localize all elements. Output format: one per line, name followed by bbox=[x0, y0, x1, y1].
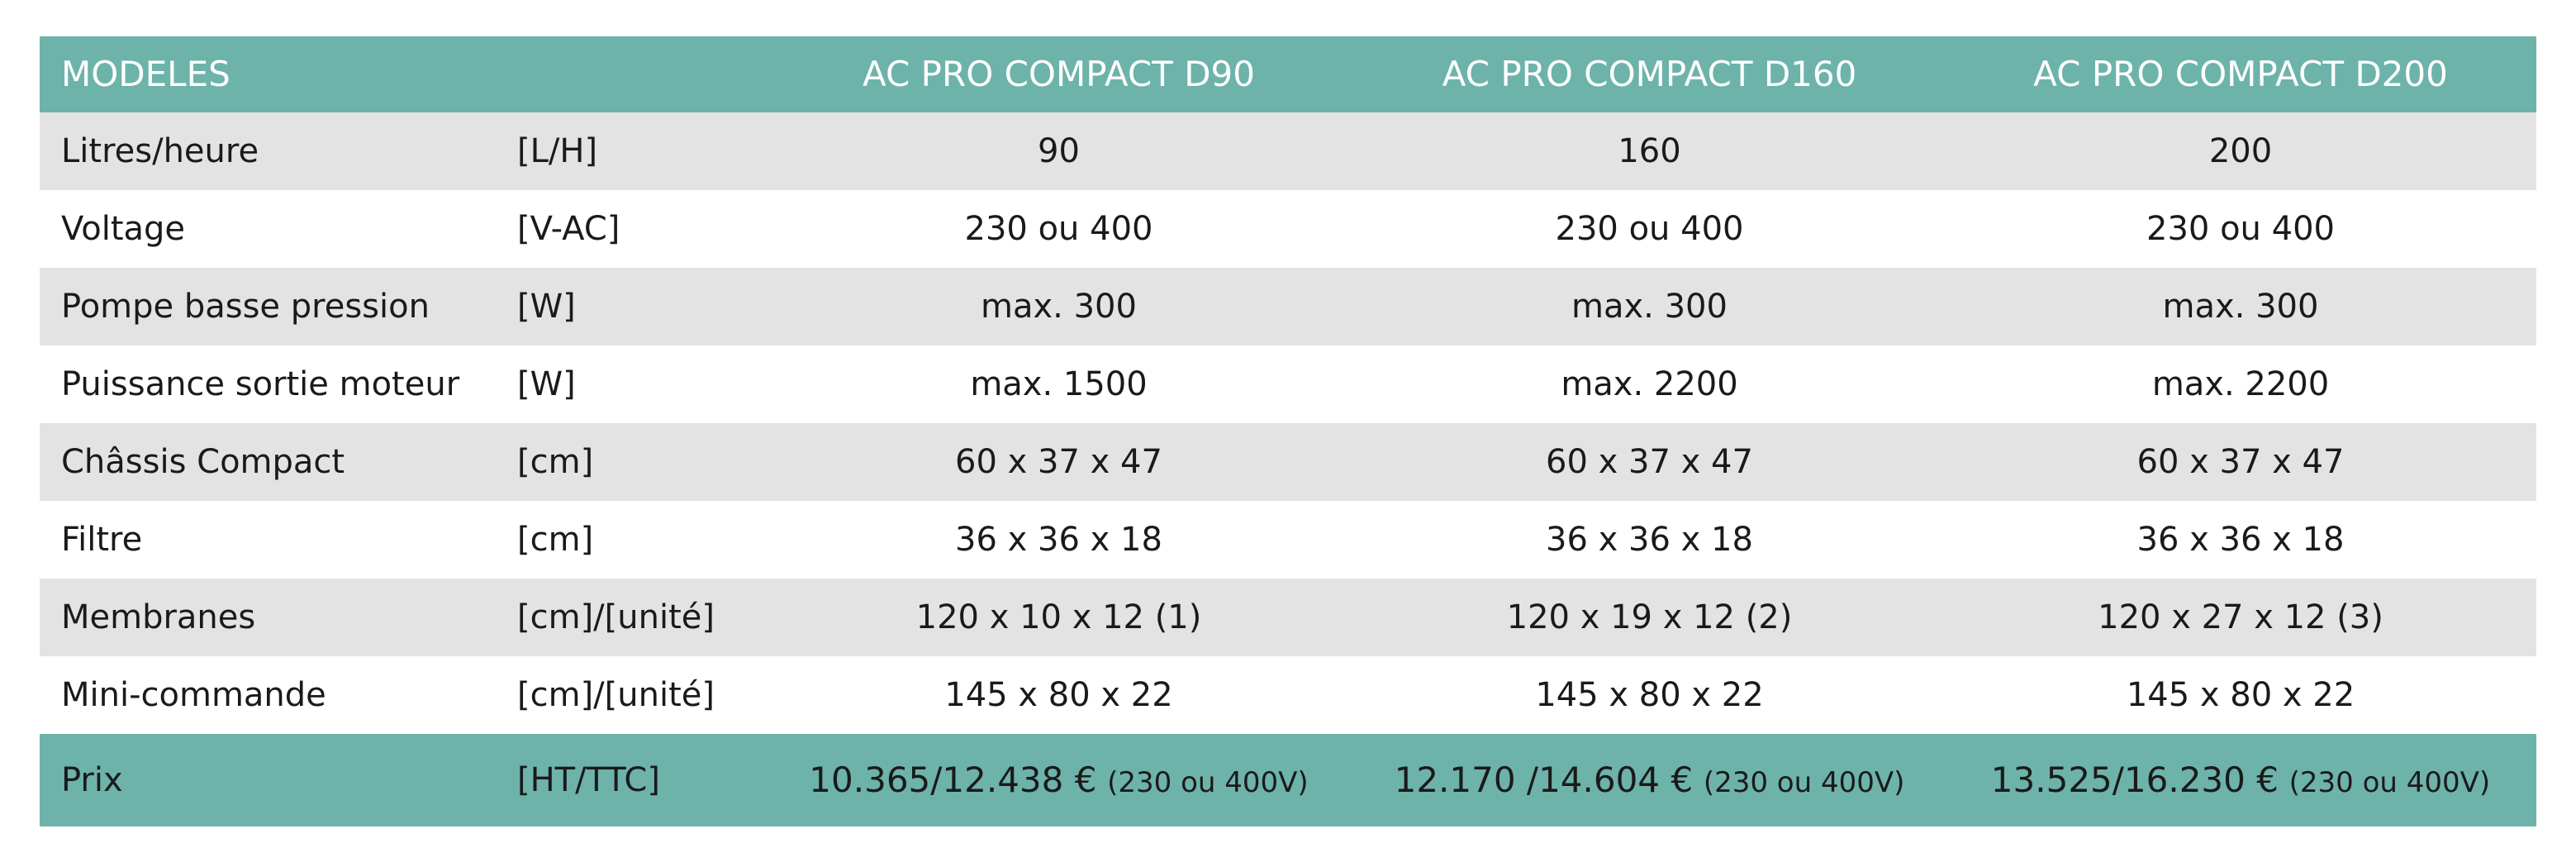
row-label: Châssis Compact bbox=[61, 443, 345, 481]
price-d90: 10.365/12.438 € (230 ou 400V) bbox=[763, 734, 1354, 827]
row-unit: [W] bbox=[517, 365, 576, 403]
row-unit: [cm] bbox=[517, 521, 594, 559]
cell-d160: 36 x 36 x 18 bbox=[1546, 521, 1753, 559]
price-label: Prix bbox=[61, 761, 123, 799]
row-unit: [V-AC] bbox=[517, 210, 620, 248]
price-d200: 13.525/16.230 € (230 ou 400V) bbox=[1945, 734, 2536, 827]
cell-d90: 90 bbox=[1038, 132, 1080, 170]
table-row: Châssis Compact [cm] 60 x 37 x 47 60 x 3… bbox=[40, 423, 2536, 501]
row-unit: [W] bbox=[517, 288, 576, 326]
cell-d160: max. 300 bbox=[1571, 288, 1728, 326]
cell-d200: 230 ou 400 bbox=[2146, 210, 2335, 248]
header-model-d90: AC PRO COMPACT D90 bbox=[863, 54, 1255, 94]
cell-d160: 60 x 37 x 47 bbox=[1546, 443, 1753, 481]
cell-d200: max. 2200 bbox=[2151, 365, 2330, 403]
cell-d90: 120 x 10 x 12 (1) bbox=[915, 598, 1202, 636]
header-model-d160: AC PRO COMPACT D160 bbox=[1442, 54, 1857, 94]
cell-d160: 145 x 80 x 22 bbox=[1535, 676, 1764, 714]
table-row: Litres/heure [L/H] 90 160 200 bbox=[40, 112, 2536, 190]
price-d160: 12.170 /14.604 € (230 ou 400V) bbox=[1354, 734, 1945, 827]
cell-d200: 60 x 37 x 47 bbox=[2136, 443, 2345, 481]
spec-table: MODELES AC PRO COMPACT D90 AC PRO COMPAC… bbox=[40, 36, 2536, 827]
table-row: Puissance sortie moteur [W] max. 1500 ma… bbox=[40, 345, 2536, 423]
cell-d90: 230 ou 400 bbox=[964, 210, 1153, 248]
cell-d90: 145 x 80 x 22 bbox=[944, 676, 1173, 714]
cell-d200: max. 300 bbox=[2162, 288, 2319, 326]
row-label: Filtre bbox=[61, 521, 143, 559]
cell-d90: 60 x 37 x 47 bbox=[955, 443, 1162, 481]
cell-d200: 120 x 27 x 12 (3) bbox=[2098, 598, 2384, 636]
price-amount: 13.525/16.230 € bbox=[1990, 760, 2279, 800]
row-unit: [cm]/[unité] bbox=[517, 598, 715, 636]
row-label: Litres/heure bbox=[61, 132, 259, 170]
header-models-label: MODELES bbox=[61, 54, 231, 94]
cell-d200: 200 bbox=[2208, 132, 2273, 170]
row-unit: [L/H] bbox=[517, 132, 598, 170]
cell-d160: 160 bbox=[1618, 132, 1681, 170]
row-label: Membranes bbox=[61, 598, 256, 636]
row-label: Voltage bbox=[61, 210, 186, 248]
cell-d200: 36 x 36 x 18 bbox=[2136, 521, 2345, 559]
cell-d160: max. 2200 bbox=[1561, 365, 1738, 403]
table-header-row: MODELES AC PRO COMPACT D90 AC PRO COMPAC… bbox=[40, 36, 2536, 112]
table-row: Membranes [cm]/[unité] 120 x 10 x 12 (1)… bbox=[40, 579, 2536, 656]
table-row: Mini-commande [cm]/[unité] 145 x 80 x 22… bbox=[40, 656, 2536, 734]
cell-d90: 36 x 36 x 18 bbox=[955, 521, 1162, 559]
row-unit: [cm] bbox=[517, 443, 594, 481]
row-label: Mini-commande bbox=[61, 676, 326, 714]
table-row: Voltage [V-AC] 230 ou 400 230 ou 400 230… bbox=[40, 190, 2536, 268]
price-amount: 12.170 /14.604 € bbox=[1394, 760, 1694, 800]
row-unit: [cm]/[unité] bbox=[517, 676, 715, 714]
price-voltage-note: (230 ou 400V) bbox=[1107, 766, 1309, 799]
cell-d200: 145 x 80 x 22 bbox=[2126, 676, 2355, 714]
price-voltage-note: (230 ou 400V) bbox=[1703, 766, 1905, 799]
table-row: Pompe basse pression [W] max. 300 max. 3… bbox=[40, 268, 2536, 345]
price-row: Prix [HT/TTC] 10.365/12.438 € (230 ou 40… bbox=[40, 734, 2536, 827]
cell-d160: 120 x 19 x 12 (2) bbox=[1506, 598, 1793, 636]
table-row: Filtre [cm] 36 x 36 x 18 36 x 36 x 18 36… bbox=[40, 501, 2536, 579]
price-voltage-note: (230 ou 400V) bbox=[2288, 766, 2491, 799]
cell-d90: max. 1500 bbox=[970, 365, 1148, 403]
price-unit: [HT/TTC] bbox=[517, 761, 660, 799]
price-amount: 10.365/12.438 € bbox=[809, 760, 1097, 800]
cell-d90: max. 300 bbox=[981, 288, 1137, 326]
cell-d160: 230 ou 400 bbox=[1555, 210, 1744, 248]
row-label: Puissance sortie moteur bbox=[61, 365, 460, 403]
row-label: Pompe basse pression bbox=[61, 288, 430, 326]
header-unit-cell bbox=[499, 36, 763, 112]
header-model-d200: AC PRO COMPACT D200 bbox=[2033, 54, 2448, 94]
